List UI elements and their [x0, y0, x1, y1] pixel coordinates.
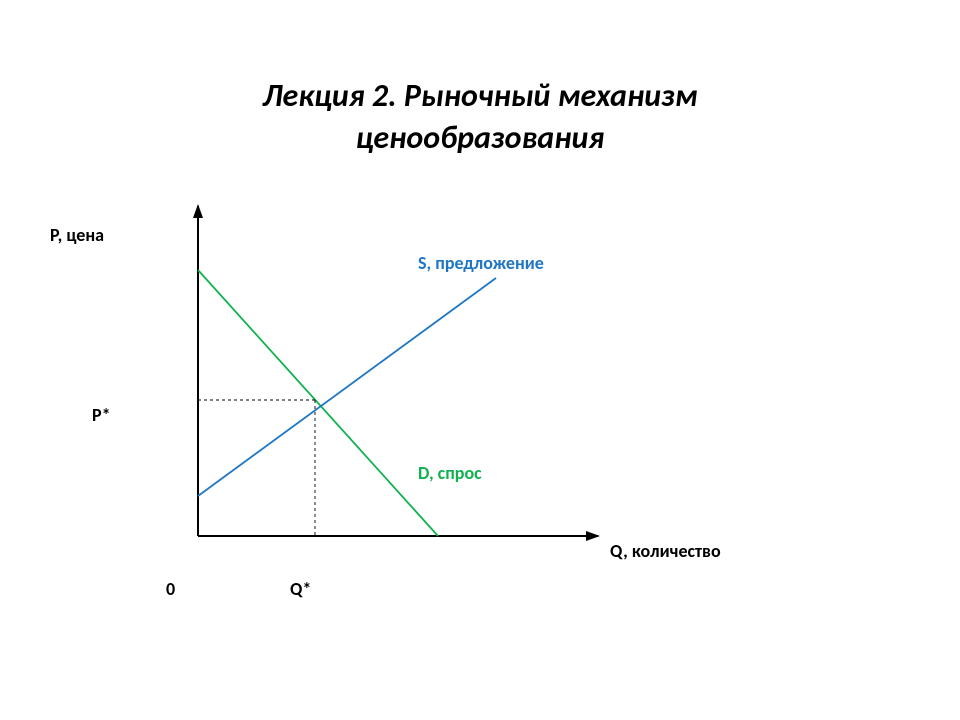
x-axis-arrow: [586, 531, 600, 541]
q-star-label: Q*: [290, 578, 311, 600]
y-axis-label: P, цена: [50, 224, 104, 246]
y-axis-arrow: [193, 204, 203, 218]
supply-label: S, предложение: [418, 252, 544, 274]
page-root: { "title": { "line1": "Лекция 2. Рыночны…: [0, 0, 960, 720]
demand-line: [198, 270, 438, 536]
title-line-1: Лекция 2. Рыночный механизм: [0, 76, 960, 115]
x-axis-label: Q, количество: [610, 540, 721, 562]
origin-label: 0: [166, 578, 175, 600]
demand-label: D, спрос: [418, 462, 482, 484]
title-line-2: ценообразования: [0, 118, 960, 157]
p-star-label: P*: [92, 404, 111, 426]
chart-container: P, цена Q, количество S, предложение D, …: [70, 200, 850, 620]
